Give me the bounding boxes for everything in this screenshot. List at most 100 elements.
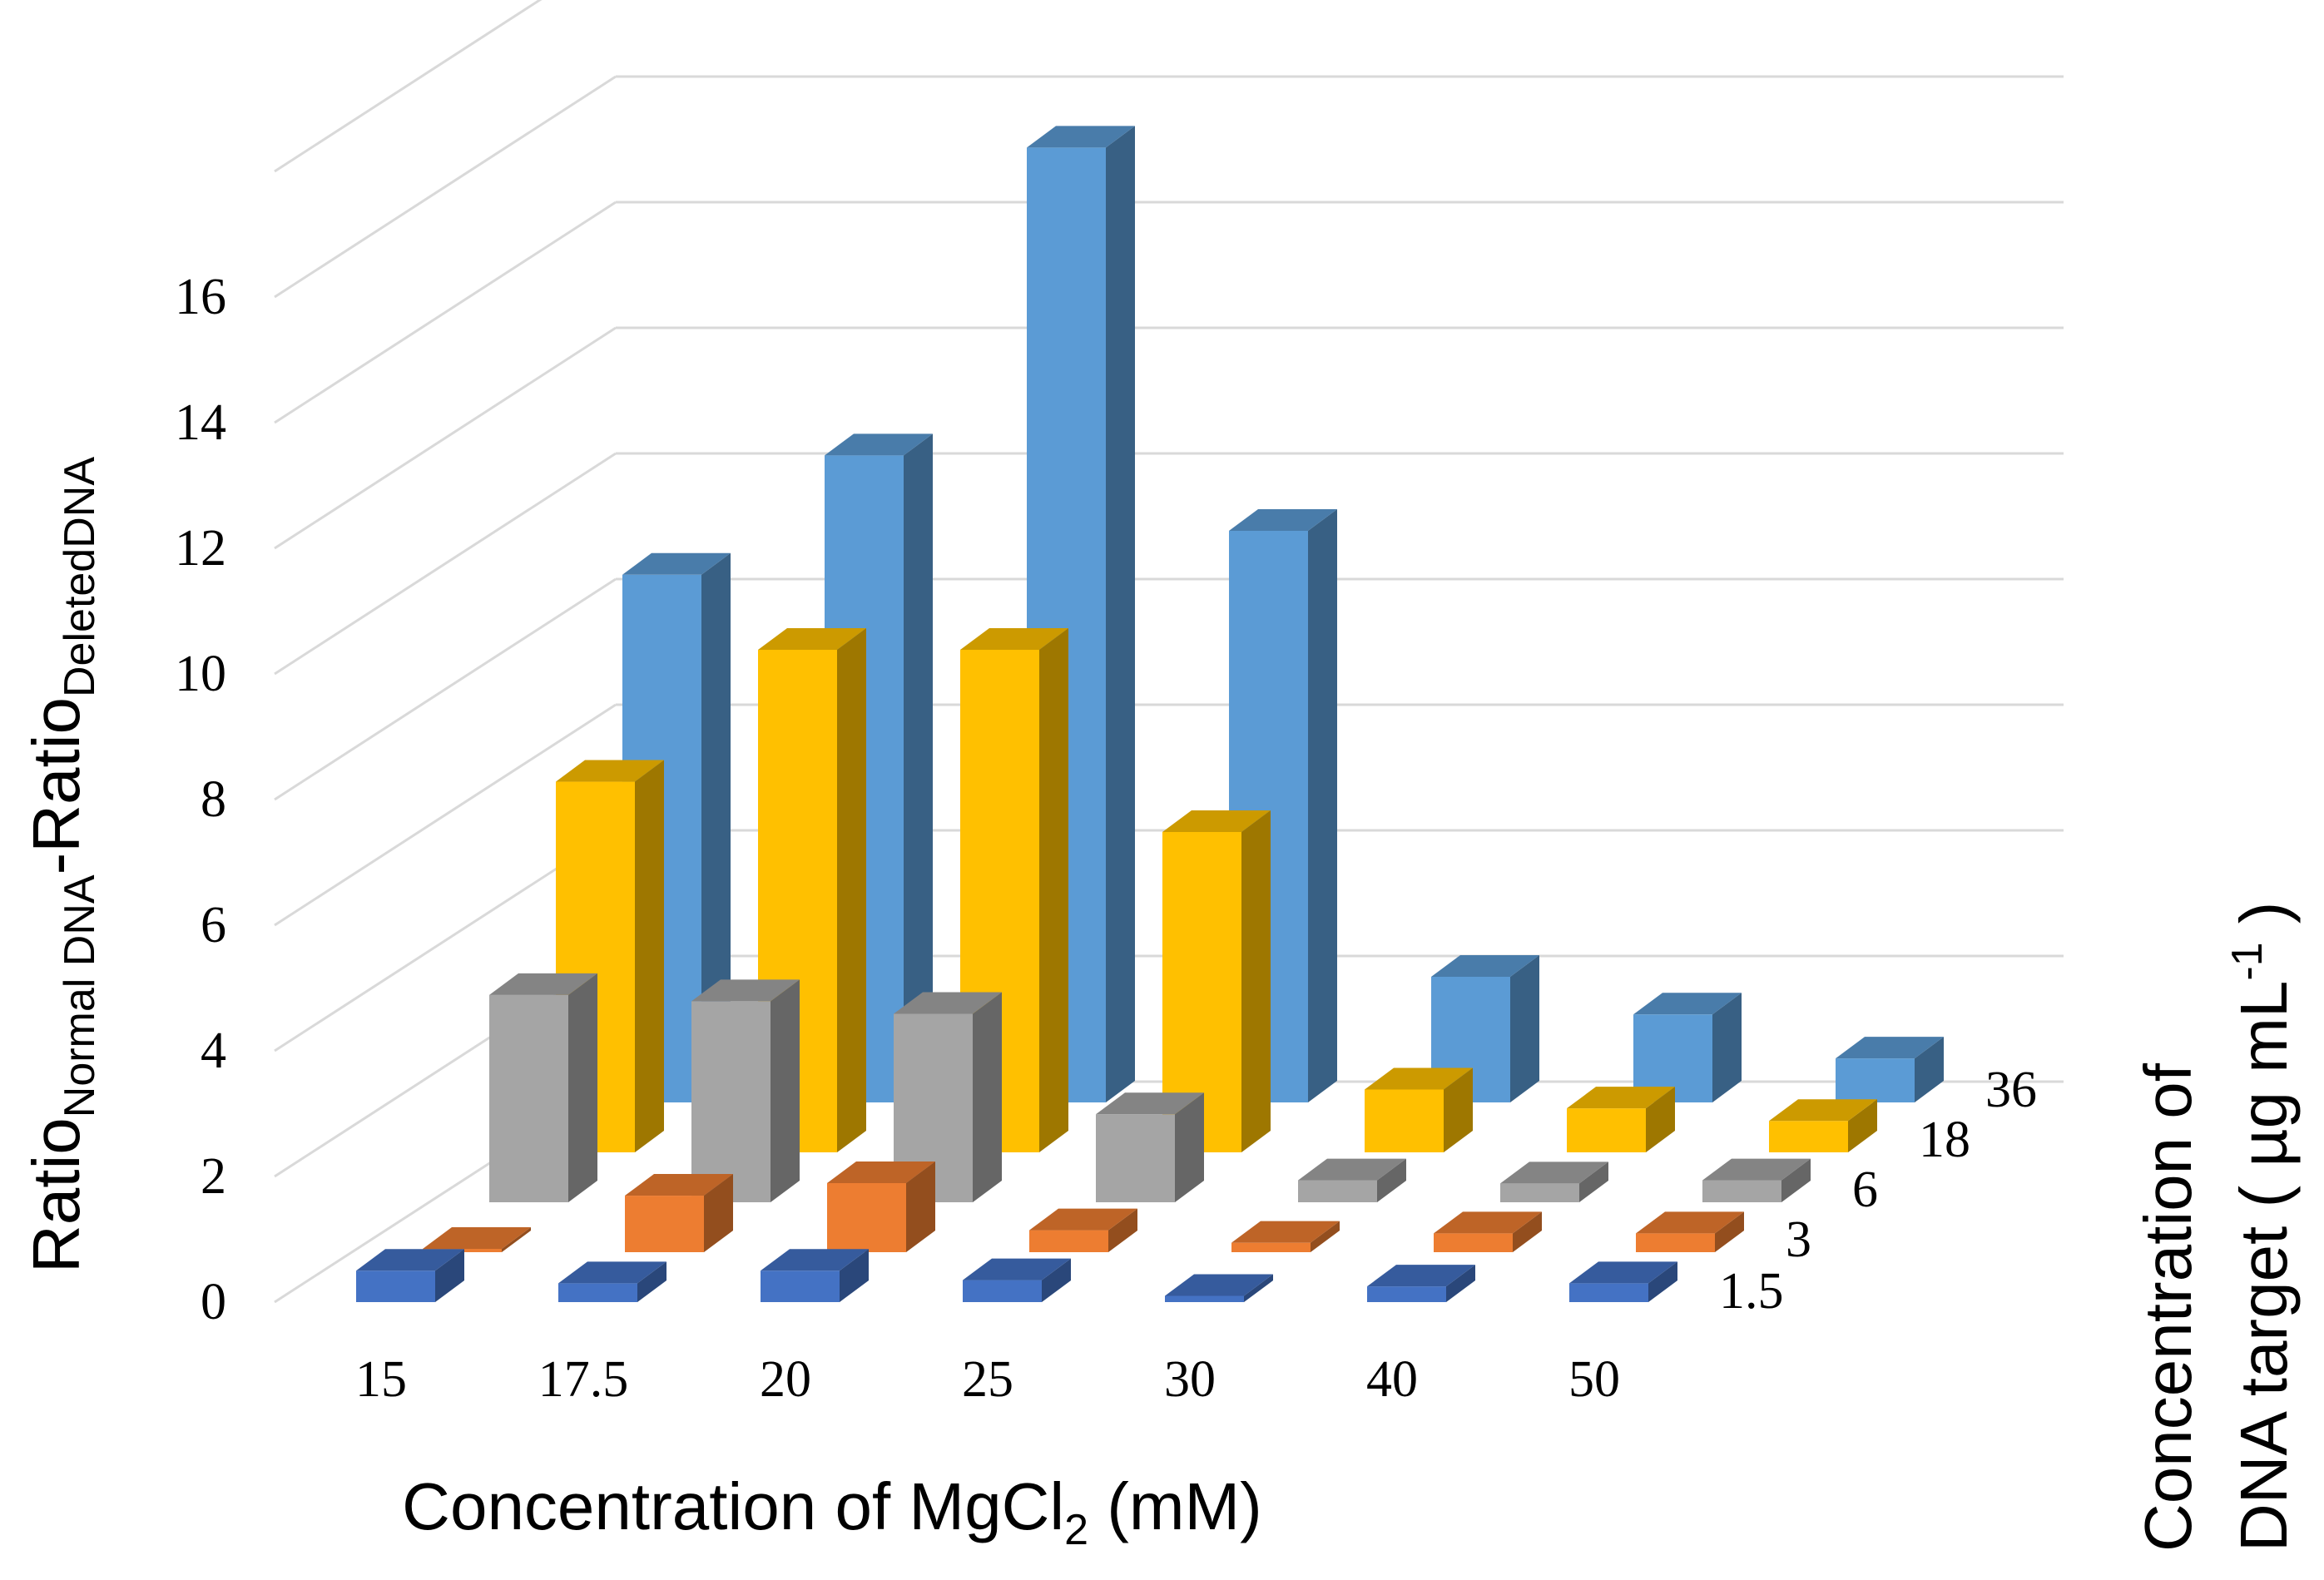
bar-top-face	[825, 433, 933, 456]
bar	[625, 1174, 733, 1252]
bar-top-face	[1165, 1274, 1273, 1296]
bar-top-face	[1836, 1037, 1944, 1059]
bar-side-face	[1513, 1211, 1542, 1252]
bar	[1367, 1265, 1475, 1302]
bar	[356, 1249, 464, 1302]
bar-side-face	[1377, 1158, 1406, 1202]
bar-top-face	[1298, 1158, 1406, 1181]
bar-side-face	[840, 1249, 869, 1302]
bar-top-face	[489, 973, 597, 995]
bar-top-face	[894, 992, 1002, 1014]
bar-top-face	[1633, 993, 1742, 1015]
x-axis-title-tail: (mM)	[1088, 1469, 1262, 1543]
bar-side-face	[1715, 1211, 1744, 1252]
bar-side-face	[1444, 1067, 1473, 1152]
bar-front-face	[761, 1270, 840, 1302]
y-tick-label: 10	[175, 646, 226, 702]
gridline-slant	[274, 577, 617, 801]
bar	[1231, 1221, 1340, 1252]
depth-axis-title-superscript: -1	[2223, 942, 2272, 980]
bar-top-face	[1567, 1087, 1675, 1109]
bar-front-face	[1836, 1058, 1915, 1102]
y-axis-title: RatioNormal DNA-RatioDeletedDNA	[19, 457, 104, 1273]
bar-side-face	[1510, 955, 1539, 1102]
bar-front-face	[1096, 1114, 1175, 1202]
bar-side-face	[973, 992, 1002, 1202]
x-tick-label: 30	[1164, 1351, 1216, 1408]
bar-side-face	[1446, 1265, 1475, 1302]
bar-side-face	[1712, 993, 1742, 1102]
gridline-slant	[274, 703, 617, 927]
bar	[1500, 1161, 1608, 1202]
bar	[1029, 1208, 1137, 1252]
bar-front-face	[1500, 1183, 1579, 1202]
bar-front-face	[1231, 1242, 1311, 1252]
bar-side-face	[1108, 1208, 1137, 1252]
bar-top-face	[423, 1227, 531, 1249]
bar	[558, 1261, 666, 1302]
bar-top-face	[691, 979, 800, 1002]
bar-side-face	[1106, 126, 1135, 1102]
bar	[963, 1258, 1071, 1302]
bar	[1569, 1261, 1677, 1302]
x-tick-label: 25	[962, 1351, 1013, 1408]
bar-top-face	[1434, 1211, 1542, 1234]
gridline-slant	[274, 326, 617, 550]
bar-side-face	[1579, 1161, 1608, 1202]
bar-front-face	[1029, 1230, 1108, 1252]
bar-top-face	[827, 1161, 935, 1183]
bar-top-face	[556, 760, 664, 782]
bar	[1298, 1158, 1406, 1202]
bar-side-face	[1781, 1158, 1811, 1202]
bar-side-face	[1646, 1087, 1675, 1152]
bar-side-face	[771, 979, 800, 1202]
bar-side-face	[1042, 1258, 1071, 1302]
bar-top-face	[1365, 1067, 1473, 1090]
bar-front-face	[827, 1182, 906, 1252]
bar-top-face	[625, 1174, 733, 1196]
bar-side-face	[1241, 810, 1271, 1152]
x-tick-label: 50	[1568, 1351, 1620, 1408]
x-tick-labels: 15 17.5 20 25 30 40 50	[355, 1351, 1620, 1408]
y-tick-label: 12	[175, 520, 226, 577]
y-tick-label: 8	[201, 771, 226, 828]
bar-top-face	[761, 1249, 869, 1271]
bar-top-face	[1229, 508, 1337, 531]
bar-front-face	[1298, 1180, 1377, 1202]
depth-axis-title-tail: )	[2227, 902, 2301, 943]
y-axis-title-dash: -Ratio	[19, 697, 93, 874]
bar-front-face	[625, 1196, 704, 1252]
gridline-slant	[274, 452, 617, 676]
bar	[1165, 1274, 1273, 1302]
bar-front-face	[1702, 1180, 1781, 1202]
bar-front-face	[1636, 1233, 1715, 1252]
bar-front-face	[1367, 1286, 1446, 1302]
bar	[1636, 1211, 1744, 1252]
bar-side-face	[435, 1249, 464, 1302]
y-tick-label: 16	[175, 269, 226, 325]
bar-front-face	[1365, 1089, 1444, 1152]
bar-top-face	[1769, 1099, 1877, 1122]
bar-top-face	[1636, 1211, 1744, 1234]
y-tick-label: 14	[175, 394, 226, 451]
bar-top-face	[960, 628, 1068, 650]
y-tick-label: 4	[201, 1023, 226, 1079]
bar-top-face	[963, 1258, 1071, 1280]
bar-side-face	[1244, 1274, 1273, 1302]
depth-axis-title-line-1: Concentration of	[2131, 1062, 2205, 1552]
bar-front-face	[691, 1001, 771, 1202]
y-tick-labels: 0 2 4 6 8 10 12 14 16	[175, 269, 226, 1330]
bar	[1096, 1092, 1204, 1202]
bar-top-face	[758, 628, 866, 650]
bar-front-face	[356, 1270, 435, 1302]
x-axis-title: Concentration of MgCl2 (mM)	[402, 1469, 1262, 1554]
bar	[1567, 1087, 1675, 1152]
bar-front-face	[1569, 1283, 1648, 1302]
depth-tick-label: 36	[1985, 1062, 2037, 1118]
bar-side-face	[1915, 1037, 1944, 1102]
bar-front-face	[963, 1280, 1042, 1302]
gridline-slant	[274, 201, 617, 424]
bar-side-face	[635, 760, 664, 1152]
